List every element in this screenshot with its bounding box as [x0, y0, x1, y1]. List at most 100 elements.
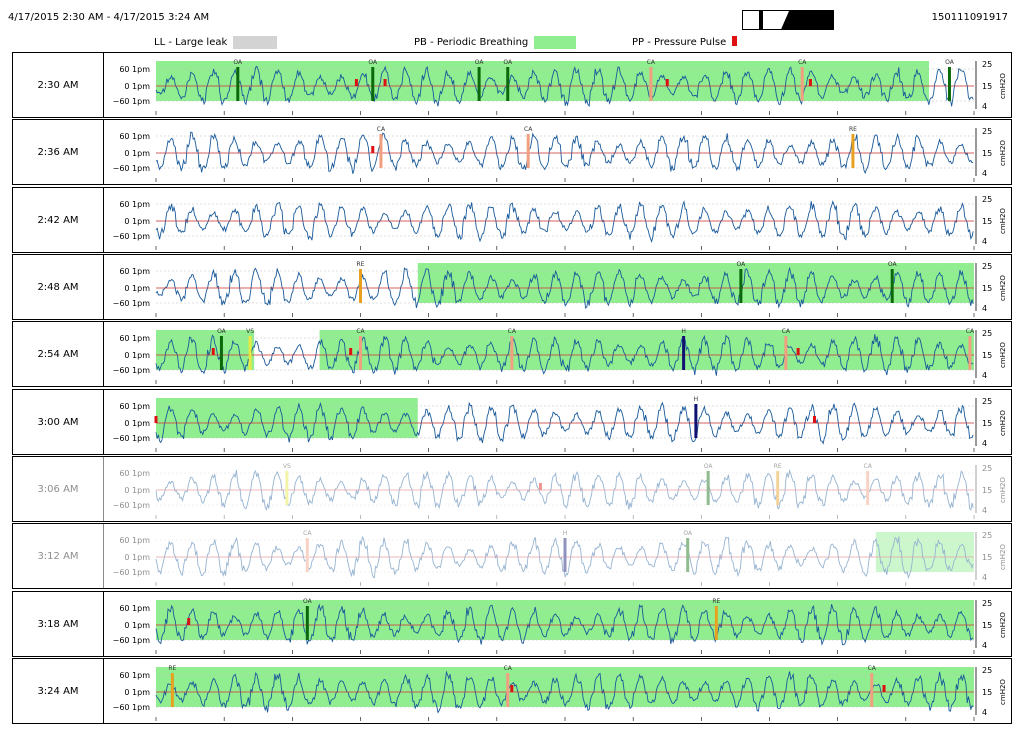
- left-axis-tick-label: 0 1pm: [124, 351, 150, 360]
- event-marker-oa: [477, 67, 481, 101]
- right-axis-unit-label: cmH2O: [999, 275, 1007, 301]
- right-axis-tick-label: 25: [982, 127, 992, 136]
- event-label: OA: [217, 328, 227, 335]
- pressure-pulse-marker: [808, 79, 812, 86]
- report-id: 150111091917: [931, 12, 1008, 23]
- row-plot-svg: 60 1pm 0 1pm −60 1pm 25 15 4 cmH2O: [113, 195, 1007, 250]
- right-axis-unit-label: cmH2O: [999, 410, 1007, 436]
- pressure-pulse-marker: [882, 685, 886, 692]
- right-axis-tick-label: 15: [982, 688, 992, 697]
- right-axis-tick-label: 15: [982, 351, 992, 360]
- row-plot-svg: 60 1pm 0 1pm −60 1pm H 25 15 4 cmH2O: [113, 396, 1007, 452]
- event-label: H: [694, 396, 699, 403]
- left-axis-tick-label: 60 1pm: [119, 402, 150, 411]
- flow-waveform: [155, 535, 974, 580]
- chart-row: 3:12 AM 60 1pm 0 1pm −60 1pm CA H OA 25 15 4 cmH2O: [12, 523, 1012, 589]
- pressure-pulse-marker: [812, 416, 816, 423]
- periodic-breathing-band: [875, 532, 974, 572]
- left-axis-tick-label: −60 1pm: [113, 568, 151, 577]
- right-axis-tick-label: 15: [982, 149, 992, 158]
- legend-large-leak-label: LL - Large leak: [154, 37, 228, 48]
- left-axis-tick-label: −60 1pm: [113, 703, 151, 712]
- periodic-breathing-band: [417, 263, 974, 303]
- pressure-pulse-marker: [510, 685, 514, 692]
- event-marker-ca: [649, 67, 653, 101]
- event-marker-oa: [739, 269, 743, 303]
- left-axis-tick-label: 0 1pm: [124, 149, 150, 158]
- right-axis-tick-label: 4: [982, 102, 987, 111]
- periodic-breathing-band: [156, 398, 418, 438]
- chart-row: 2:36 AM 60 1pm 0 1pm −60 1pm CA CA RE 25 15 4 cmH2…: [12, 119, 1012, 185]
- row-plot-svg: 60 1pm 0 1pm −60 1pm OA VS CA CA H CA CA 25 15 4 cmH2…: [113, 328, 1007, 384]
- row-plot-svg: 60 1pm 0 1pm −60 1pm CA CA RE 25 15 4 cmH2O: [113, 126, 1007, 182]
- event-marker-re: [851, 134, 855, 168]
- right-axis-unit-label: cmH2O: [999, 477, 1007, 503]
- left-axis-tick-label: −60 1pm: [113, 299, 151, 308]
- event-label: RE: [849, 126, 857, 133]
- left-axis-tick-label: 60 1pm: [119, 334, 150, 343]
- row-time-label: 2:30 AM: [13, 53, 104, 117]
- legend-periodic-breathing-label: PB - Periodic Breathing: [414, 37, 529, 48]
- legend-pressure-pulse-label: PP - Pressure Pulse: [632, 36, 727, 48]
- right-axis-tick-label: 15: [982, 486, 992, 495]
- event-label: CA: [508, 328, 517, 335]
- event-marker-oa: [219, 336, 223, 370]
- event-marker-ca: [359, 336, 362, 370]
- event-marker-oa: [506, 67, 510, 101]
- event-label: CA: [524, 126, 533, 133]
- event-label: VS: [246, 328, 254, 335]
- event-marker-vs: [248, 336, 252, 370]
- row-plot: 60 1pm 0 1pm −60 1pm CA H OA 25 15 4 cmH2O: [104, 524, 1013, 588]
- event-label: H: [563, 530, 568, 537]
- row-plot-svg: 60 1pm 0 1pm −60 1pm VS OA RE CA 25 15 4 cmH2O: [113, 463, 1007, 519]
- chart-row: 2:30 AM 60 1pm 0 1pm −60 1pm OA OA OA OA CA CA OA 2…: [12, 52, 1012, 118]
- right-axis-tick-label: 15: [982, 621, 992, 630]
- right-axis-unit-label: cmH2O: [999, 544, 1007, 570]
- left-axis-tick-label: −60 1pm: [113, 636, 151, 645]
- event-marker-ca: [305, 538, 309, 572]
- event-marker-h: [682, 336, 686, 370]
- scale-indicator: [742, 10, 834, 30]
- legend-large-leak: LL - Large leak: [154, 36, 278, 49]
- left-axis-tick-label: 60 1pm: [119, 536, 150, 545]
- periodic-breathing-band: [156, 330, 255, 370]
- event-marker-re: [714, 606, 718, 640]
- left-axis-tick-label: −60 1pm: [113, 97, 151, 106]
- right-axis-tick-label: 15: [982, 284, 992, 293]
- row-time-label: 2:54 AM: [13, 322, 104, 386]
- event-marker-ca: [379, 134, 383, 168]
- event-marker-h: [694, 404, 698, 438]
- chart-row: 3:06 AM 60 1pm 0 1pm −60 1pm VS OA RE CA 25 15 4 cm…: [12, 456, 1012, 522]
- right-axis-tick-label: 4: [982, 304, 987, 313]
- event-marker-ca: [968, 336, 972, 370]
- legend-periodic-breathing: PB - Periodic Breathing: [414, 36, 577, 49]
- event-marker-oa: [947, 67, 951, 101]
- pressure-pulse-marker: [354, 79, 358, 86]
- event-marker-ca: [784, 336, 788, 370]
- left-axis-tick-label: −60 1pm: [113, 501, 151, 510]
- pressure-pulse-marker: [383, 79, 387, 86]
- event-label: CA: [782, 328, 791, 335]
- left-axis-tick-label: 0 1pm: [124, 553, 150, 562]
- chart-row: 2:42 AM 60 1pm 0 1pm −60 1pm 25 15 4 cmH2O: [12, 187, 1012, 253]
- event-label: CA: [377, 126, 386, 133]
- right-axis-tick-label: 15: [982, 419, 992, 428]
- pressure-pulse-marker: [154, 416, 158, 423]
- right-axis-tick-label: 25: [982, 531, 992, 540]
- event-marker-ca: [526, 134, 530, 168]
- right-axis-tick-label: 4: [982, 237, 987, 246]
- flow-waveform: [155, 469, 974, 512]
- right-axis-tick-label: 4: [982, 371, 987, 380]
- right-axis-tick-label: 25: [982, 195, 992, 204]
- left-axis-tick-label: −60 1pm: [113, 434, 151, 443]
- right-axis-unit-label: cmH2O: [999, 612, 1007, 638]
- event-marker-re: [776, 471, 780, 505]
- flow-waveform: [155, 670, 974, 714]
- right-axis-tick-label: 4: [982, 573, 987, 582]
- event-label: OA: [233, 59, 243, 66]
- right-axis-unit-label: cmH2O: [999, 342, 1007, 368]
- event-label: CA: [966, 328, 975, 335]
- row-time-label: 3:18 AM: [13, 592, 104, 656]
- row-plot-svg: 60 1pm 0 1pm −60 1pm RE CA CA 25 15 4 cmH2O: [113, 665, 1007, 721]
- pressure-pulse-marker: [796, 348, 800, 355]
